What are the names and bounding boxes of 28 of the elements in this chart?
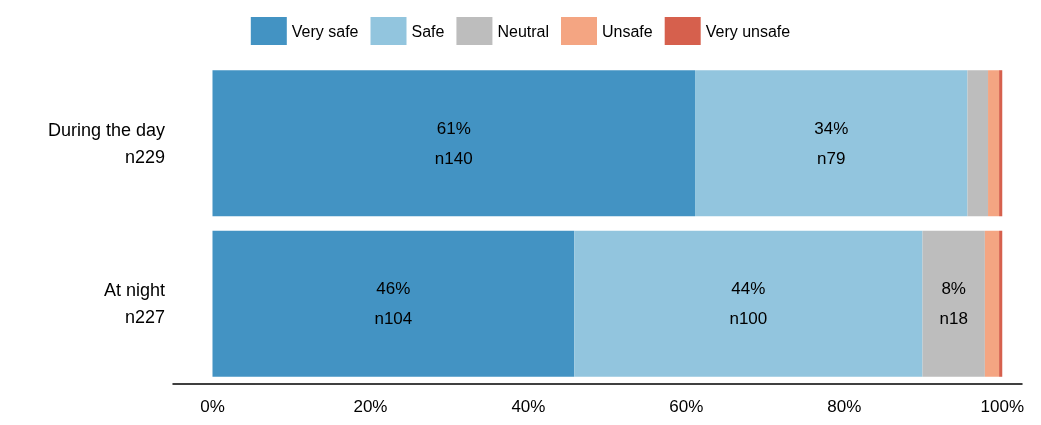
x-tick-label: 80% [827,397,862,416]
bar [988,70,1000,217]
bar [984,230,1000,377]
bar [922,230,985,377]
bar [999,230,1003,377]
y-tick-label: At night n227 [103,280,165,328]
data-label: 61% n140 [434,118,473,168]
legend-label: Very unsafe [705,22,791,40]
data-label: 44% n100 [729,279,768,329]
bar [999,70,1003,217]
x-tick-label: 60% [669,397,704,416]
x-tick-label: 20% [353,397,388,416]
x-tick-label: 40% [511,397,546,416]
bar [695,70,968,217]
data-label: 46% n104 [374,279,413,329]
data-label: 8% n18 [939,279,968,329]
legend-label: Safe [411,22,445,40]
bar [212,230,575,377]
bar [574,230,923,377]
bar [212,70,696,217]
x-tick-label: 100% [980,397,1024,416]
y-tick-label: During the day n229 [47,119,165,167]
data-label: 34% n79 [814,118,849,168]
legend-label: Very safe [291,22,359,40]
x-tick-label: 0% [200,397,225,416]
legend-label: Unsafe [602,22,653,40]
bar [967,70,989,217]
legend-label: Neutral [497,22,549,40]
